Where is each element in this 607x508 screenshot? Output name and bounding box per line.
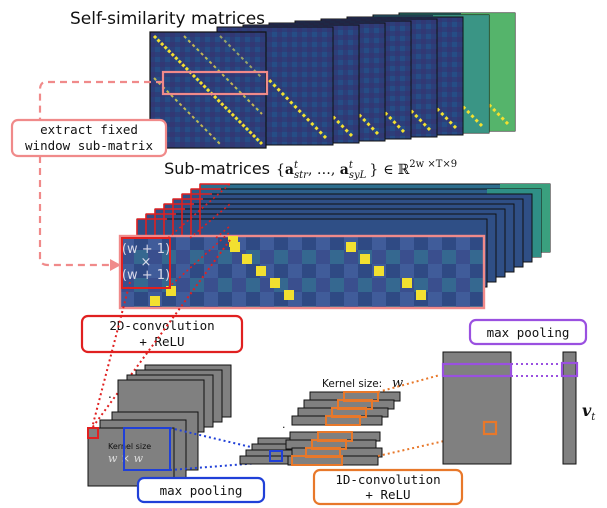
maxpool-left-box: max pooling — [136, 476, 266, 504]
kernel2d-marker — [87, 427, 99, 439]
window-size-line1: (w + 1) — [122, 242, 170, 257]
conv1d-stack-ellipsis: . — [282, 418, 286, 431]
title: Self-similarity matrices — [70, 9, 265, 29]
conv2d-trace-lower — [91, 281, 131, 429]
window-size-line3: (w + 1) — [122, 268, 170, 283]
conv1d-line2: + ReLU — [365, 487, 410, 502]
output-vector-label: vt — [582, 401, 596, 423]
feature-map-stack: . Kernel size w × w — [87, 364, 232, 487]
extraction-arrowhead — [110, 259, 121, 271]
extract-label-line1: extract fixed — [40, 122, 138, 137]
extraction-connector-lower — [38, 156, 110, 267]
window-size-line2: × — [141, 255, 152, 270]
maxpool-right-box: max pooling — [468, 318, 588, 346]
output-pool-row — [441, 362, 513, 378]
submatrix-stack: (w + 1) × (w + 1) — [118, 183, 551, 310]
stack-ellipsis-upper: . — [108, 387, 112, 401]
submatrix-label: Sub-matrices {at str, …, at syL} ∈ ℝ2w ×T×9 — [164, 159, 457, 181]
conv1d-label-box: 1D-convolution + ReLU — [312, 468, 464, 506]
conv2d-trace-upper — [91, 239, 231, 429]
extraction-connector — [38, 80, 163, 120]
similarity-matrix-stack — [149, 12, 516, 149]
extract-label-line2: window sub-matrix — [25, 138, 153, 153]
pool-window-left — [123, 427, 171, 471]
window-trace-lines — [167, 183, 231, 289]
maxpool-left-label: max pooling — [160, 483, 243, 498]
highlight-cell — [229, 239, 237, 247]
maxpool-right-label: max pooling — [487, 325, 570, 340]
submatrix-formula: {at str, …, at syL} ∈ ℝ2w ×T×9 — [276, 159, 457, 181]
extract-label-box: extract fixed window sub-matrix — [10, 118, 168, 158]
output-vector: vt — [560, 351, 596, 465]
submatrix-label-prefix: Sub-matrices — [164, 159, 270, 178]
kernel2d-label-line1: Kernel size — [108, 442, 151, 451]
output-feature-map — [441, 351, 513, 465]
kernel2d-label-line2: w × w — [108, 452, 144, 465]
window-size-annotation: (w + 1) × (w + 1) — [122, 242, 170, 283]
submatrix-front — [118, 234, 486, 310]
output-kernel-marker — [482, 420, 498, 436]
conv2d-line2: + ReLU — [139, 334, 184, 349]
conv1d-line1: 1D-convolution — [335, 472, 440, 487]
similarity-matrix-front — [149, 31, 267, 149]
conv2d-line1: 2D-convolution — [109, 318, 214, 333]
conv1d-layers: . — [282, 391, 401, 466]
output-vector-cell — [560, 361, 579, 378]
conv1d-trace-upper — [377, 374, 441, 393]
kernel1d-label: Kernel size: w — [322, 376, 403, 391]
kernel1d-var: w — [392, 376, 403, 391]
pool-window-right — [269, 450, 283, 462]
kernel1d-text: Kernel size: — [322, 378, 382, 390]
